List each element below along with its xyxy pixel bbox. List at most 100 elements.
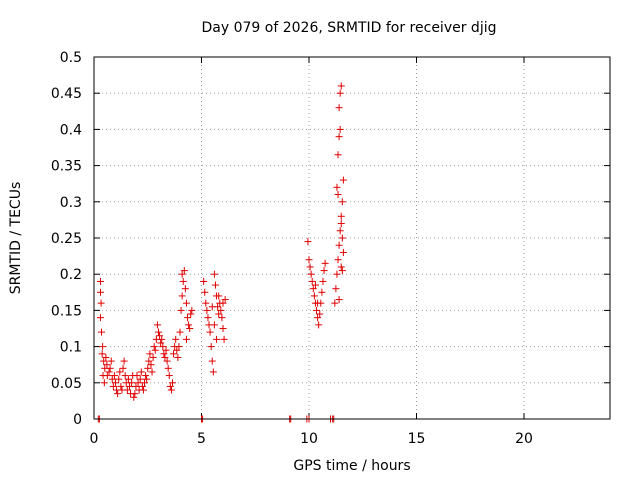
data-point (115, 375, 123, 383)
x-tick-label: 20 (515, 431, 533, 447)
data-point (163, 357, 171, 365)
data-point (131, 390, 139, 398)
data-point (203, 306, 211, 314)
data-point (132, 382, 140, 390)
data-point (178, 292, 186, 300)
data-point (339, 176, 347, 184)
data-point (335, 104, 343, 112)
data-point (102, 353, 110, 361)
plot-frame (93, 56, 611, 420)
x-tick-label: 15 (408, 431, 426, 447)
data-point (97, 299, 105, 307)
y-tick-label: 0.25 (51, 231, 82, 247)
data-point (188, 306, 196, 314)
data-point (217, 306, 225, 314)
y-tick-label: 0.1 (60, 340, 82, 356)
data-point (336, 89, 344, 97)
data-point (215, 310, 223, 318)
data-point (110, 372, 118, 380)
data-point (338, 198, 346, 206)
data-point (206, 328, 214, 336)
data-point (201, 288, 209, 296)
data-point (121, 372, 129, 380)
data-point (309, 285, 317, 293)
y-tick-label: 0.3 (60, 195, 82, 211)
data-point (338, 267, 346, 275)
data-point (185, 321, 193, 329)
data-point (144, 364, 152, 372)
data-point (167, 386, 175, 394)
data-point (219, 299, 227, 307)
x-tick-label: 10 (300, 431, 318, 447)
data-point (116, 368, 124, 376)
data-point (142, 372, 150, 380)
data-point (98, 350, 106, 358)
data-point (200, 277, 208, 285)
x-axis-title: GPS time / hours (293, 458, 410, 474)
data-point (150, 343, 158, 351)
data-point (103, 361, 111, 369)
data-point (96, 314, 104, 322)
data-point (313, 306, 321, 314)
data-point (123, 386, 131, 394)
y-tick-label: 0 (73, 412, 82, 428)
data-point (106, 364, 114, 372)
data-point (182, 299, 190, 307)
data-point (109, 382, 117, 390)
data-point (161, 353, 169, 361)
data-point (112, 379, 119, 387)
grid-lines (94, 57, 610, 419)
data-point (332, 285, 340, 293)
chart-title: Day 079 of 2026, SRMTID for receiver dji… (202, 20, 497, 36)
data-point (174, 353, 182, 361)
data-point (98, 328, 106, 336)
data-point (208, 357, 216, 365)
data-point (180, 267, 188, 275)
y-tick-label: 0.4 (60, 122, 82, 138)
data-point (114, 390, 122, 398)
data-point (215, 292, 223, 300)
data-point (175, 343, 183, 351)
data-point (204, 314, 212, 322)
y-tick-label: 0.15 (51, 303, 82, 319)
data-point (213, 335, 221, 343)
data-point (165, 372, 173, 380)
data-point (337, 263, 345, 271)
data-point (156, 332, 164, 340)
data-point (105, 368, 113, 376)
data-point (221, 296, 229, 304)
data-point (96, 277, 104, 285)
data-point (99, 343, 107, 351)
data-point (155, 328, 162, 336)
data-point (139, 386, 147, 394)
data-point (210, 321, 218, 329)
data-point (334, 151, 342, 159)
data-point (157, 339, 165, 347)
data-point (168, 379, 176, 387)
data-point (128, 379, 136, 387)
data-point (153, 321, 161, 329)
data-point (311, 281, 319, 289)
data-point (321, 259, 329, 267)
axis-ticks (93, 56, 610, 420)
data-point (306, 263, 314, 271)
data-point (209, 368, 217, 376)
data-point (187, 310, 195, 318)
data-point (304, 238, 312, 246)
data-point (100, 357, 108, 365)
data-point (334, 191, 342, 199)
data-point (336, 227, 344, 235)
data-point (184, 314, 192, 322)
data-point (210, 270, 218, 278)
data-point (186, 325, 194, 332)
data-point (219, 325, 227, 332)
y-tick-label: 0.5 (60, 50, 82, 66)
data-point (159, 343, 167, 351)
data-point (96, 288, 104, 296)
data-point (130, 393, 138, 401)
data-point (173, 346, 181, 354)
data-point (124, 375, 132, 383)
data-point (146, 350, 154, 358)
data-point (179, 277, 187, 285)
y-tick-label: 0.35 (51, 159, 82, 175)
